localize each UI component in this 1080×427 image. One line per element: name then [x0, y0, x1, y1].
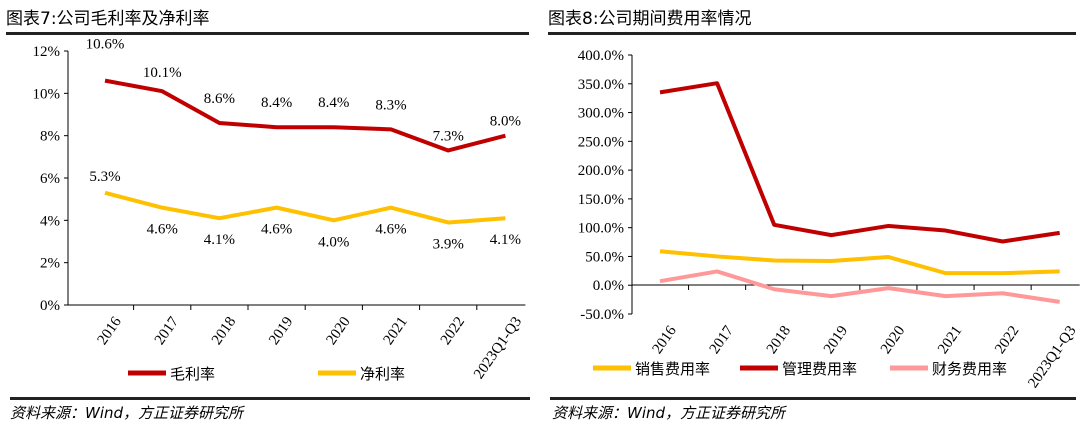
series-line-2	[659, 269, 1060, 304]
source-rule-right	[550, 397, 1076, 400]
x-tick-label: 2021	[935, 323, 965, 357]
source-left: 资料来源：Wind，方正证券研究所	[10, 404, 244, 422]
series-line-0	[659, 249, 1060, 276]
x-tick-label: 2018	[764, 323, 794, 357]
y-tick-label: 0%	[40, 298, 60, 314]
y-tick-label: 2%	[40, 256, 60, 272]
y-tick-label: 12%	[33, 44, 61, 60]
source-rule-left	[10, 397, 530, 400]
legend-label: 毛利率	[170, 366, 215, 383]
y-tick-label: 6%	[40, 171, 60, 187]
x-tick-label: 2018	[209, 314, 239, 348]
title-rule-left	[6, 32, 529, 35]
chart-title-left: 图表7:公司毛利率及净利率	[6, 9, 210, 29]
title-rule-right	[548, 32, 1076, 35]
legend-label: 销售费用率	[635, 361, 710, 378]
y-tick-label: 50.0%	[585, 249, 624, 265]
x-tick-label: 2017	[707, 323, 738, 357]
data-label: 7.3%	[433, 128, 464, 144]
data-label: 5.3%	[89, 169, 120, 185]
series-line-1	[659, 81, 1060, 244]
x-tick-label: 2021	[381, 314, 411, 348]
y-tick-label: 300.0%	[578, 106, 624, 122]
x-tick-label: 2022	[438, 314, 468, 348]
data-label: 8.6%	[204, 91, 235, 107]
source-right: 资料来源：Wind，方正证券研究所	[552, 404, 786, 422]
y-tick-label: 8%	[40, 129, 60, 145]
data-label: 4.1%	[204, 232, 235, 248]
x-tick-label: 2016	[650, 323, 681, 357]
data-label: 3.9%	[433, 236, 464, 252]
data-label: 8.4%	[318, 95, 349, 111]
y-tick-label: 400.0%	[578, 48, 624, 64]
x-tick-label: 2023Q1-Q3	[471, 314, 525, 382]
data-label: 8.0%	[490, 114, 521, 130]
y-tick-label: 10%	[33, 86, 61, 102]
data-label: 10.6%	[86, 37, 125, 53]
x-tick-label: 2022	[992, 323, 1022, 357]
legend-label: 管理费用率	[782, 361, 857, 378]
data-label: 4.6%	[261, 222, 292, 238]
data-label: 10.1%	[143, 65, 182, 81]
y-tick-label: 200.0%	[578, 163, 624, 179]
data-label: 4.1%	[490, 232, 521, 248]
y-tick-label: 4%	[40, 213, 60, 229]
x-tick-label: 2020	[323, 314, 353, 348]
y-tick-label: 150.0%	[578, 192, 624, 208]
x-tick-label: 2019	[266, 314, 296, 348]
legend-label: 净利率	[360, 366, 405, 383]
y-tick-label: 0.0%	[593, 278, 624, 294]
y-tick-label: 250.0%	[578, 134, 624, 150]
data-label: 4.6%	[147, 222, 178, 238]
x-tick-label: 2017	[152, 314, 183, 348]
x-tick-label: 2023Q1-Q3	[1025, 323, 1079, 391]
data-label: 4.0%	[318, 234, 349, 250]
x-tick-label: 2019	[821, 323, 851, 357]
series-line-1	[104, 190, 506, 225]
legend-label: 财务费用率	[932, 361, 1007, 378]
y-tick-label: -50.0%	[580, 307, 624, 323]
x-tick-label: 2020	[878, 323, 908, 357]
data-label: 4.6%	[375, 222, 406, 238]
y-tick-label: 100.0%	[578, 221, 624, 237]
chart-title-right: 图表8:公司期间费用率情况	[548, 9, 752, 29]
data-label: 8.3%	[375, 97, 406, 113]
y-tick-label: 350.0%	[578, 77, 624, 93]
data-label: 8.4%	[261, 95, 292, 111]
x-tick-label: 2016	[95, 314, 126, 348]
series-line-0	[104, 78, 506, 153]
